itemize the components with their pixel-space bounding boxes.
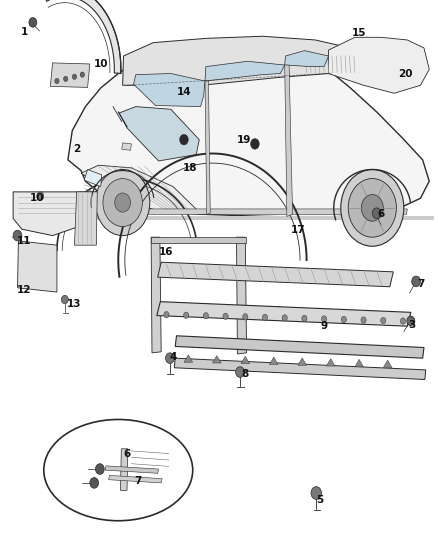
Circle shape (95, 464, 104, 474)
Circle shape (61, 295, 68, 304)
Circle shape (72, 74, 77, 79)
Text: 16: 16 (159, 247, 174, 256)
Text: 10: 10 (93, 59, 108, 69)
Text: 8: 8 (242, 369, 249, 379)
Circle shape (251, 139, 259, 149)
Circle shape (90, 478, 99, 488)
Circle shape (236, 367, 244, 377)
Polygon shape (175, 336, 424, 358)
Polygon shape (151, 237, 246, 243)
Polygon shape (81, 165, 201, 214)
Circle shape (262, 314, 268, 320)
Text: 20: 20 (398, 69, 413, 78)
Text: 4: 4 (170, 352, 177, 362)
Circle shape (184, 312, 189, 318)
Polygon shape (212, 356, 221, 363)
Polygon shape (123, 36, 368, 85)
Circle shape (55, 78, 59, 84)
Text: 11: 11 (17, 236, 32, 246)
Circle shape (412, 276, 420, 287)
Text: 2: 2 (73, 144, 80, 154)
Polygon shape (84, 169, 102, 187)
Circle shape (80, 72, 85, 77)
Polygon shape (13, 192, 97, 236)
Polygon shape (326, 359, 335, 366)
Text: 6: 6 (378, 209, 385, 219)
Polygon shape (328, 37, 429, 93)
Polygon shape (237, 237, 247, 354)
Polygon shape (102, 209, 407, 214)
Polygon shape (241, 357, 250, 364)
Circle shape (361, 195, 383, 221)
Text: 19: 19 (237, 135, 251, 144)
Polygon shape (205, 61, 285, 81)
Text: 6: 6 (124, 449, 131, 459)
Circle shape (223, 313, 228, 319)
Circle shape (64, 76, 68, 82)
Circle shape (166, 353, 174, 364)
Polygon shape (269, 357, 278, 365)
Polygon shape (383, 360, 392, 368)
Text: 17: 17 (290, 225, 305, 235)
Text: 10: 10 (30, 193, 45, 203)
Polygon shape (134, 74, 205, 107)
Circle shape (311, 487, 321, 499)
Text: 7: 7 (134, 476, 141, 486)
Circle shape (348, 179, 396, 237)
Circle shape (282, 314, 287, 321)
Polygon shape (285, 65, 293, 216)
Circle shape (103, 179, 142, 227)
Polygon shape (18, 241, 57, 292)
Circle shape (302, 315, 307, 321)
Text: 7: 7 (417, 279, 424, 288)
Text: 14: 14 (177, 87, 191, 96)
Ellipse shape (44, 419, 193, 521)
Circle shape (381, 317, 386, 324)
Circle shape (243, 313, 248, 320)
Polygon shape (122, 143, 131, 150)
Polygon shape (184, 355, 193, 362)
Polygon shape (68, 216, 434, 220)
Circle shape (37, 192, 44, 200)
Text: 9: 9 (321, 321, 328, 331)
Polygon shape (109, 475, 162, 483)
Polygon shape (119, 107, 199, 161)
Polygon shape (74, 192, 97, 245)
Text: 15: 15 (352, 28, 367, 38)
Circle shape (115, 193, 131, 212)
Polygon shape (174, 358, 426, 379)
Polygon shape (205, 81, 210, 214)
Circle shape (203, 312, 208, 319)
Text: 13: 13 (67, 299, 82, 309)
Circle shape (341, 169, 404, 246)
Circle shape (372, 208, 381, 219)
Circle shape (361, 317, 366, 323)
Text: 18: 18 (183, 163, 198, 173)
Circle shape (180, 134, 188, 145)
Polygon shape (44, 0, 121, 74)
Circle shape (341, 316, 346, 322)
Polygon shape (151, 237, 161, 353)
Polygon shape (120, 449, 128, 490)
Polygon shape (355, 359, 364, 367)
Circle shape (321, 316, 327, 322)
Polygon shape (105, 466, 159, 473)
Polygon shape (298, 358, 307, 365)
Circle shape (29, 18, 37, 27)
Circle shape (400, 318, 406, 324)
Text: 5: 5 (316, 495, 323, 505)
Circle shape (164, 311, 169, 318)
Polygon shape (285, 51, 328, 67)
Text: 1: 1 (21, 27, 28, 37)
Text: 3: 3 (408, 320, 415, 330)
Polygon shape (68, 47, 429, 217)
Polygon shape (158, 262, 393, 287)
Text: 12: 12 (17, 286, 32, 295)
Circle shape (95, 169, 150, 236)
Circle shape (407, 316, 415, 326)
Circle shape (13, 230, 22, 241)
Polygon shape (157, 302, 411, 326)
Polygon shape (50, 63, 90, 87)
